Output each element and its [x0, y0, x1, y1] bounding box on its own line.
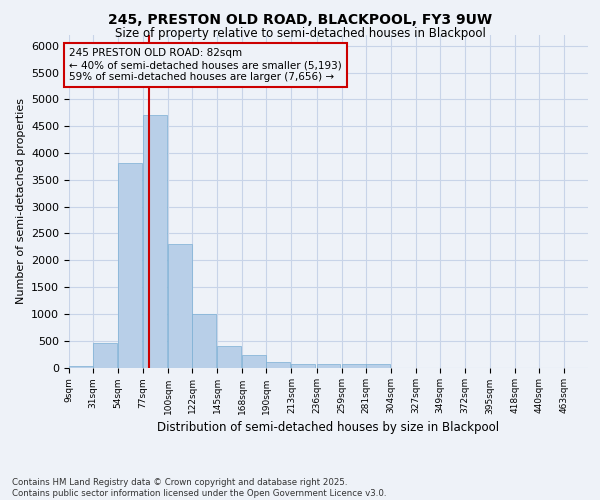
Bar: [341, 364, 365, 368]
Text: 245, PRESTON OLD ROAD, BLACKPOOL, FY3 9UW: 245, PRESTON OLD ROAD, BLACKPOOL, FY3 9U…: [108, 12, 492, 26]
Bar: [266, 362, 290, 368]
Bar: [143, 116, 167, 368]
Text: Contains HM Land Registry data © Crown copyright and database right 2025.
Contai: Contains HM Land Registry data © Crown c…: [12, 478, 386, 498]
Text: Size of property relative to semi-detached houses in Blackpool: Size of property relative to semi-detach…: [115, 28, 485, 40]
Bar: [93, 344, 117, 367]
Bar: [192, 314, 216, 368]
Bar: [217, 346, 241, 368]
X-axis label: Distribution of semi-detached houses by size in Blackpool: Distribution of semi-detached houses by …: [157, 420, 500, 434]
Text: 245 PRESTON OLD ROAD: 82sqm
← 40% of semi-detached houses are smaller (5,193)
59: 245 PRESTON OLD ROAD: 82sqm ← 40% of sem…: [69, 48, 342, 82]
Y-axis label: Number of semi-detached properties: Number of semi-detached properties: [16, 98, 26, 304]
Bar: [242, 354, 266, 368]
Bar: [292, 364, 316, 368]
Bar: [365, 364, 389, 368]
Bar: [118, 162, 142, 368]
Bar: [69, 366, 93, 368]
Bar: [317, 364, 340, 368]
Bar: [168, 244, 192, 368]
